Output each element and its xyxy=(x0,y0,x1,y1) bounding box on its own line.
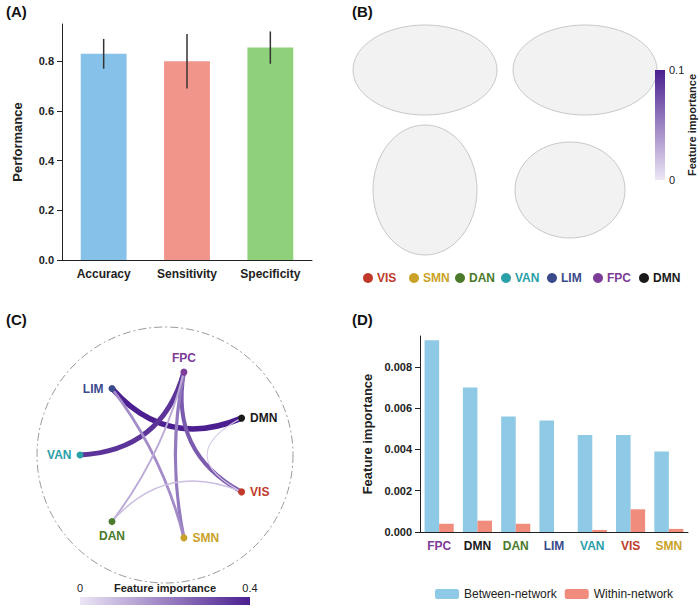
svg-text:VIS: VIS xyxy=(621,539,640,553)
svg-text:VAN: VAN xyxy=(580,539,604,553)
svg-text:0: 0 xyxy=(669,174,675,186)
svg-text:0.002: 0.002 xyxy=(384,485,412,497)
svg-text:SMN: SMN xyxy=(192,531,219,545)
svg-text:Accuracy: Accuracy xyxy=(77,267,131,281)
svg-text:DMN: DMN xyxy=(653,271,680,285)
svg-text:0.6: 0.6 xyxy=(39,105,54,117)
svg-text:DMN: DMN xyxy=(250,411,277,425)
svg-text:Sensitivity: Sensitivity xyxy=(157,267,217,281)
svg-text:LIM: LIM xyxy=(544,539,565,553)
svg-text:(D): (D) xyxy=(352,311,373,328)
svg-text:VAN: VAN xyxy=(47,448,71,462)
svg-text:0.1: 0.1 xyxy=(669,64,684,76)
svg-text:FPC: FPC xyxy=(172,351,196,365)
svg-text:DAN: DAN xyxy=(99,529,125,543)
svg-text:DAN: DAN xyxy=(503,539,529,553)
svg-text:FPC: FPC xyxy=(607,271,631,285)
svg-text:0.000: 0.000 xyxy=(384,526,412,538)
svg-text:0.004: 0.004 xyxy=(384,443,412,455)
svg-text:0.4: 0.4 xyxy=(242,582,257,594)
svg-text:LIM: LIM xyxy=(561,271,582,285)
svg-text:Feature importance: Feature importance xyxy=(360,374,375,495)
svg-text:DAN: DAN xyxy=(469,271,495,285)
svg-text:LIM: LIM xyxy=(83,382,104,396)
svg-text:(A): (A) xyxy=(6,3,27,20)
svg-text:SMN: SMN xyxy=(423,271,450,285)
svg-text:0.0: 0.0 xyxy=(39,254,54,266)
svg-text:FPC: FPC xyxy=(427,539,451,553)
svg-text:SMN: SMN xyxy=(656,539,683,553)
svg-text:0.4: 0.4 xyxy=(39,155,55,167)
svg-text:Performance: Performance xyxy=(10,102,25,181)
svg-text:Feature importance: Feature importance xyxy=(114,582,216,594)
svg-text:VAN: VAN xyxy=(515,271,539,285)
svg-text:(B): (B) xyxy=(352,3,373,20)
svg-text:0.006: 0.006 xyxy=(384,402,412,414)
svg-text:0.8: 0.8 xyxy=(39,55,54,67)
svg-text:0.008: 0.008 xyxy=(384,361,412,373)
svg-text:Specificity: Specificity xyxy=(240,267,300,281)
svg-text:Feature importance: Feature importance xyxy=(686,74,698,176)
svg-text:VIS: VIS xyxy=(250,485,269,499)
svg-text:(C): (C) xyxy=(6,311,27,328)
svg-text:Between-network: Between-network xyxy=(464,587,558,601)
svg-text:0.2: 0.2 xyxy=(39,204,54,216)
svg-text:Within-network: Within-network xyxy=(594,587,674,601)
svg-text:VIS: VIS xyxy=(377,271,396,285)
svg-text:DMN: DMN xyxy=(464,539,491,553)
svg-text:0: 0 xyxy=(77,582,83,594)
